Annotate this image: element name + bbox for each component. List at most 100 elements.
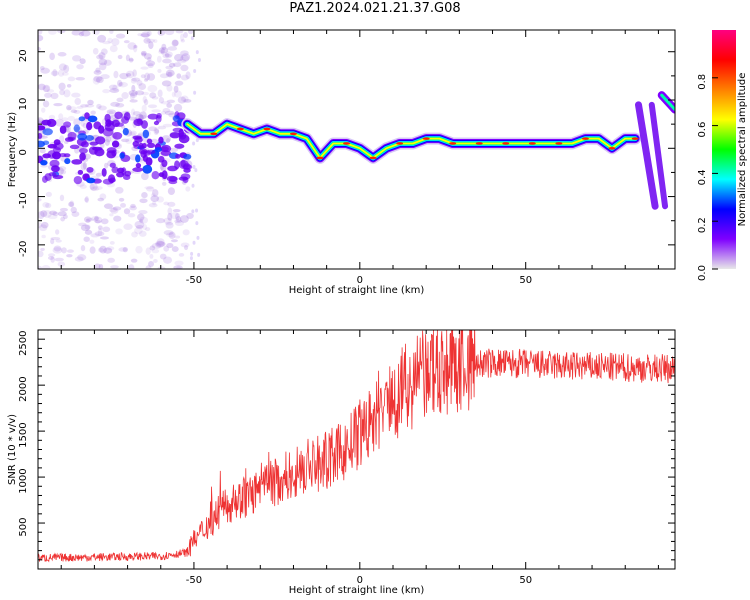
noise-blob [195, 208, 199, 213]
noise-blob [94, 215, 99, 221]
noise-blob [74, 97, 81, 106]
noise-blob [104, 162, 109, 169]
noise-blob [59, 89, 66, 96]
noise-blob [67, 115, 76, 122]
noise-blob [130, 203, 136, 209]
noise-blob [155, 240, 165, 248]
noise-blob [148, 203, 158, 208]
noise-blob-strong [71, 159, 83, 165]
noise-blob-strong [146, 149, 156, 155]
noise-blob [50, 70, 59, 76]
noise-blob-strong [111, 166, 119, 174]
noise-blob [54, 257, 64, 262]
noise-blob [59, 194, 65, 202]
noise-blob [87, 99, 94, 106]
noise-blob [97, 247, 104, 253]
noise-blob [43, 85, 50, 93]
noise-blob [121, 92, 129, 100]
noise-blob [159, 253, 167, 260]
noise-blob [38, 118, 41, 125]
noise-blob [90, 216, 100, 221]
noise-blob [165, 71, 172, 78]
noise-blob [93, 216, 103, 224]
noise-blob [179, 55, 190, 63]
noise-blob [148, 261, 155, 267]
noise-blob-strong [106, 147, 117, 154]
noise-blob [141, 192, 148, 199]
noise-blob [153, 127, 160, 135]
heatmap-y-tick-label: -10 [18, 192, 29, 208]
noise-blob [57, 211, 67, 217]
noise-blob [116, 97, 124, 103]
noise-blob [102, 226, 111, 233]
noise-blob [135, 225, 144, 230]
noise-blob [71, 211, 80, 217]
noise-blob [102, 88, 111, 94]
noise-blob [99, 236, 109, 240]
noise-blob [176, 73, 182, 79]
noise-blob [167, 71, 173, 78]
noise-blob [162, 53, 172, 59]
ridge-peak [502, 142, 510, 145]
noise-blob-strong [77, 169, 84, 175]
noise-blob [77, 254, 87, 261]
ridge-peak [528, 142, 536, 145]
noise-blob [63, 214, 68, 220]
colorbar-tick-label: 0.0 [697, 265, 708, 281]
snr-x-tick-label: 0 [357, 575, 363, 586]
noise-blob [185, 186, 191, 192]
noise-blob-strong [78, 148, 88, 154]
noise-blob [165, 65, 174, 70]
noise-blob [158, 97, 165, 104]
noise-blob [42, 84, 51, 93]
noise-blob [152, 201, 157, 206]
noise-blob [181, 53, 191, 61]
noise-blob-strong [104, 113, 111, 123]
noise-blob [118, 82, 124, 87]
noise-blob [60, 216, 66, 222]
noise-blob [164, 221, 174, 226]
noise-blob [195, 50, 199, 55]
noise-blob [171, 91, 176, 98]
noise-blob-strong [86, 177, 96, 184]
noise-blob [49, 52, 55, 61]
noise-blob [126, 73, 132, 77]
noise-blob [161, 181, 167, 186]
noise-blob [120, 202, 126, 208]
ridge-peak [581, 137, 589, 140]
noise-blob [41, 264, 51, 269]
noise-blob [97, 34, 107, 43]
noise-blob [98, 105, 107, 111]
noise-blob-strong [135, 154, 141, 163]
noise-blob-strong [38, 140, 46, 148]
noise-blob [125, 54, 130, 62]
noise-blob [71, 30, 82, 36]
noise-blob [168, 231, 176, 239]
noise-blob [98, 58, 108, 66]
noise-blob [190, 251, 194, 256]
noise-blob [153, 259, 158, 263]
noise-blob-strong [146, 142, 156, 148]
noise-blob [176, 58, 187, 64]
noise-blob-strong [44, 173, 52, 181]
noise-blob-strong [59, 125, 67, 134]
noise-blob [66, 105, 72, 111]
noise-blob-strong [69, 144, 80, 150]
noise-blob-strong [94, 148, 105, 157]
noise-blob [47, 214, 58, 220]
snr-y-tick-label: 500 [18, 517, 29, 536]
snr-y-tick-label: 2500 [18, 330, 29, 355]
noise-blob [196, 235, 200, 240]
noise-blob [180, 64, 189, 72]
noise-blob-strong [160, 150, 172, 156]
noise-blob [49, 210, 57, 216]
noise-blob [131, 77, 141, 82]
noise-blob [142, 96, 147, 103]
streak [648, 101, 669, 210]
colorbar [712, 30, 736, 269]
noise-blob [167, 212, 173, 221]
noise-blob [174, 80, 184, 86]
noise-blob [63, 89, 71, 98]
noise-blob [161, 43, 167, 51]
noise-blob [138, 210, 148, 215]
